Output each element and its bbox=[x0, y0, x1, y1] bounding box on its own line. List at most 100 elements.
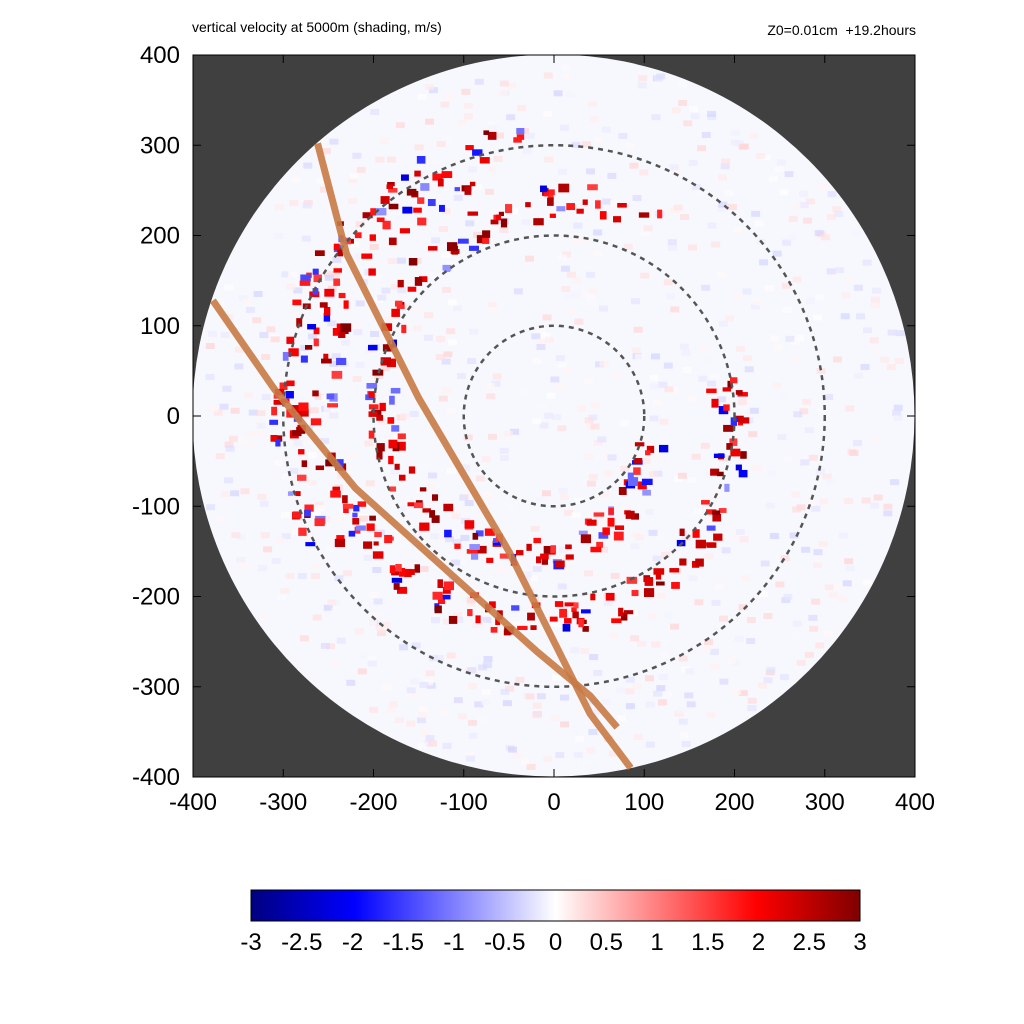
shading-cell bbox=[738, 604, 748, 611]
convective-cell bbox=[314, 250, 325, 256]
colorbar-tick-label: 1 bbox=[650, 929, 663, 956]
shading-cell bbox=[453, 305, 463, 312]
shading-cell bbox=[225, 445, 235, 452]
shading-cell bbox=[791, 203, 801, 210]
shading-cell bbox=[772, 382, 782, 389]
shading-cell bbox=[572, 277, 582, 284]
shading-cell bbox=[586, 294, 596, 301]
shading-cell bbox=[369, 706, 379, 713]
shading-cell bbox=[256, 431, 266, 438]
shading-cell bbox=[468, 732, 478, 739]
convective-cell bbox=[434, 605, 442, 614]
shading-cell bbox=[323, 405, 333, 412]
convective-cell bbox=[549, 616, 558, 622]
shading-cell bbox=[466, 597, 476, 604]
shading-cell bbox=[616, 715, 626, 722]
shading-cell bbox=[513, 288, 523, 295]
shading-cell bbox=[443, 351, 453, 358]
shading-cell bbox=[369, 591, 379, 598]
shading-cell bbox=[688, 395, 698, 402]
shading-cell bbox=[240, 488, 250, 495]
shading-cell bbox=[590, 116, 600, 123]
convective-cell bbox=[479, 157, 490, 164]
shading-cell bbox=[258, 565, 268, 572]
shading-cell bbox=[783, 593, 793, 600]
shading-cell bbox=[559, 124, 569, 131]
shading-cell bbox=[423, 740, 433, 747]
shading-cell bbox=[553, 90, 563, 97]
shading-cell bbox=[835, 267, 845, 274]
shading-cell bbox=[208, 330, 218, 337]
shading-cell bbox=[670, 306, 680, 313]
convective-cell bbox=[580, 534, 592, 544]
convective-cell bbox=[642, 489, 651, 496]
convective-cell bbox=[713, 453, 725, 459]
convective-cell bbox=[282, 351, 289, 361]
shading-cell bbox=[436, 335, 446, 342]
convective-cell bbox=[457, 238, 469, 244]
shading-cell bbox=[292, 529, 302, 536]
shading-cell bbox=[557, 362, 567, 369]
shading-cell bbox=[727, 203, 737, 210]
shading-cell bbox=[479, 715, 489, 722]
shading-cell bbox=[259, 500, 269, 507]
shading-cell bbox=[315, 505, 325, 512]
shading-cell bbox=[744, 366, 754, 373]
shading-cell bbox=[777, 433, 787, 440]
shading-cell bbox=[476, 621, 486, 628]
shading-cell bbox=[503, 430, 513, 437]
shading-cell bbox=[336, 637, 346, 644]
shading-cell bbox=[331, 607, 341, 614]
convective-cell bbox=[388, 237, 397, 246]
shading-cell bbox=[242, 298, 252, 305]
shading-cell bbox=[557, 168, 567, 175]
shading-cell bbox=[892, 410, 902, 417]
shading-cell bbox=[647, 324, 657, 331]
shading-cell bbox=[445, 536, 455, 543]
shading-cell bbox=[531, 333, 541, 340]
shading-cell bbox=[428, 740, 438, 747]
convective-cell bbox=[550, 545, 557, 554]
shading-cell bbox=[498, 90, 508, 97]
shading-cell bbox=[258, 613, 268, 620]
shading-cell bbox=[559, 493, 569, 500]
convective-cell bbox=[621, 612, 628, 621]
convective-cell bbox=[706, 525, 716, 531]
shading-cell bbox=[845, 405, 855, 412]
shading-cell bbox=[763, 677, 773, 684]
convective-cell bbox=[389, 565, 396, 574]
shading-cell bbox=[742, 288, 752, 295]
shading-cell bbox=[694, 599, 704, 606]
shading-cell bbox=[557, 583, 567, 590]
shading-cell bbox=[632, 683, 642, 690]
shading-cell bbox=[418, 706, 428, 713]
shading-cell bbox=[525, 255, 535, 262]
convective-cell bbox=[298, 527, 307, 536]
shading-cell bbox=[584, 453, 594, 460]
shading-cell bbox=[542, 314, 552, 321]
shading-cell bbox=[303, 162, 313, 169]
shading-cell bbox=[603, 470, 613, 477]
shading-cell bbox=[700, 442, 710, 449]
convective-cell bbox=[611, 618, 622, 624]
convective-cell bbox=[441, 594, 451, 600]
convective-cell bbox=[637, 481, 647, 490]
shading-cell bbox=[522, 148, 532, 155]
convective-cell bbox=[427, 246, 438, 251]
shading-cell bbox=[586, 747, 596, 754]
shading-cell bbox=[431, 237, 441, 244]
shading-cell bbox=[678, 100, 688, 107]
shading-cell bbox=[588, 473, 598, 480]
convective-cell bbox=[384, 534, 393, 544]
shading-cell bbox=[678, 655, 688, 662]
convective-cell bbox=[482, 237, 490, 244]
convective-cell bbox=[739, 417, 750, 424]
shading-cell bbox=[297, 573, 307, 580]
shading-cell bbox=[532, 358, 542, 365]
convective-cell bbox=[401, 324, 407, 334]
shading-cell bbox=[436, 140, 446, 147]
shading-cell bbox=[331, 661, 341, 668]
shading-cell bbox=[285, 573, 295, 580]
shading-cell bbox=[525, 310, 535, 317]
shading-cell bbox=[573, 222, 583, 229]
